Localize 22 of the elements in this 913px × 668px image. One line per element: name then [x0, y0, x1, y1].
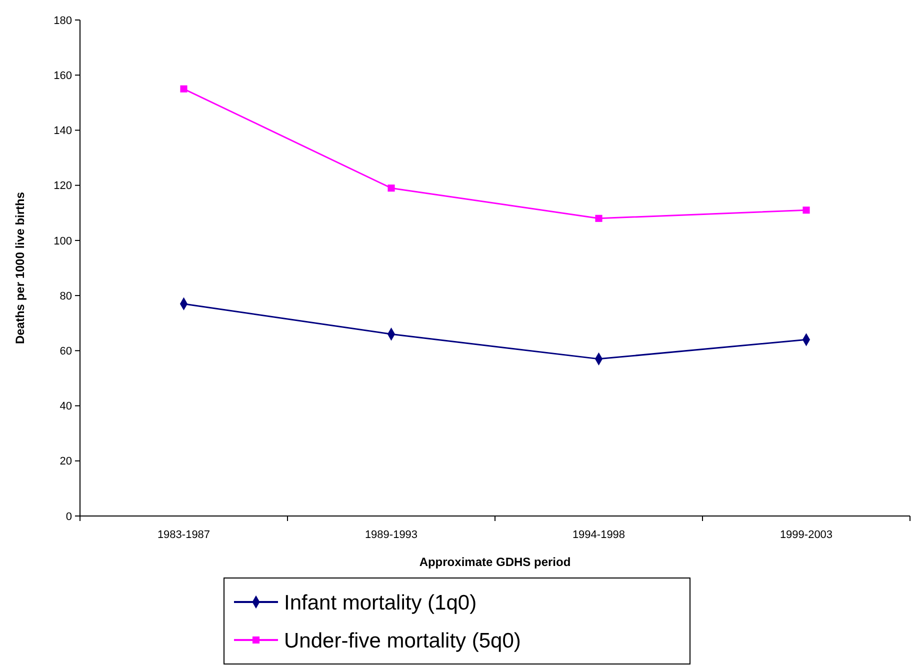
legend-label: Infant mortality (1q0) — [284, 591, 477, 614]
y-tick-label: 40 — [60, 400, 72, 413]
y-tick-label: 80 — [60, 290, 72, 302]
y-tick-label: 100 — [54, 235, 72, 248]
y-axis-title: Deaths per 1000 live births — [13, 192, 27, 344]
x-tick-label: 1983-1987 — [157, 529, 210, 541]
x-axis-title: Approximate GDHS period — [419, 555, 571, 569]
point — [180, 85, 188, 92]
point — [802, 206, 810, 214]
x-tick-label: 1994-1998 — [572, 529, 626, 541]
y-tick-label: 160 — [54, 70, 72, 82]
y-tick-label: 0 — [66, 510, 72, 523]
point — [595, 214, 602, 222]
y-tick-label: 140 — [54, 125, 72, 138]
x-tick-label: 1989-1993 — [364, 529, 418, 541]
y-tick-label: 20 — [60, 456, 72, 468]
y-tick-label: 180 — [54, 14, 72, 27]
legend-label: Under-five mortality (5q0) — [284, 629, 521, 652]
point — [388, 184, 395, 192]
y-tick-label: 60 — [60, 346, 72, 358]
y-tick-label: 120 — [54, 180, 72, 192]
x-tick-label: 1999-2003 — [780, 529, 833, 541]
